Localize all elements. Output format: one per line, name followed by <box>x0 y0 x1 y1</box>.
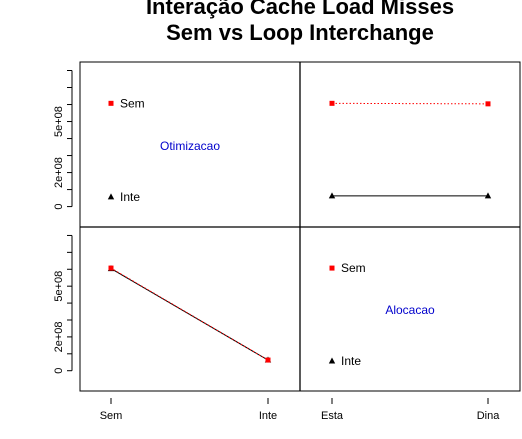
chart-title-line-2: Sem vs Loop Interchange <box>166 20 434 45</box>
x-tick-label-col-1-1: Inte <box>259 410 277 422</box>
legend-marker-esta <box>329 265 335 271</box>
y-tick-label-row-1-1: 2e+08 <box>53 157 65 188</box>
x-tick-label-col-2-0: Esta <box>321 410 344 422</box>
series-line-top-right-1 <box>331 102 489 105</box>
x-tick-label-col-1-0: Sem <box>100 410 123 422</box>
point-bottom-left-2-b <box>265 357 271 363</box>
y-tick-label-row-1-2: 5e+08 <box>53 106 65 137</box>
y-tick-label-row-1-0: 0 <box>53 204 65 210</box>
legend-label-inte: Inte <box>120 190 140 204</box>
legend-marker-sem <box>108 100 114 106</box>
legend-marker-inte <box>107 193 115 200</box>
point-bottom-left-2-a <box>108 265 114 271</box>
y-tick-label-row-2-2: 5e+08 <box>53 271 65 302</box>
series-line-bottom-left-2 <box>110 267 269 361</box>
point-top-right-2-a <box>328 192 336 199</box>
legend-label-dina: Inte <box>341 354 361 368</box>
point-top-right-2-b <box>484 192 492 199</box>
y-tick-label-row-2-1: 2e+08 <box>53 321 65 352</box>
legend-label-sem: Sem <box>120 96 145 110</box>
point-top-right-1-a <box>329 100 335 106</box>
chart-title-line-1: Interação Cache Load Misses <box>146 0 454 19</box>
y-tick-label-row-2-0: 0 <box>53 368 65 374</box>
legend-label-esta: Sem <box>341 261 366 275</box>
legend-marker-dina <box>328 357 336 364</box>
panel-label-alocacao: Alocacao <box>385 303 435 317</box>
panel-label-otimizacao: Otimizacao <box>160 139 220 153</box>
point-top-right-1-b <box>485 101 491 107</box>
x-tick-label-col-2-1: Dina <box>477 410 501 422</box>
